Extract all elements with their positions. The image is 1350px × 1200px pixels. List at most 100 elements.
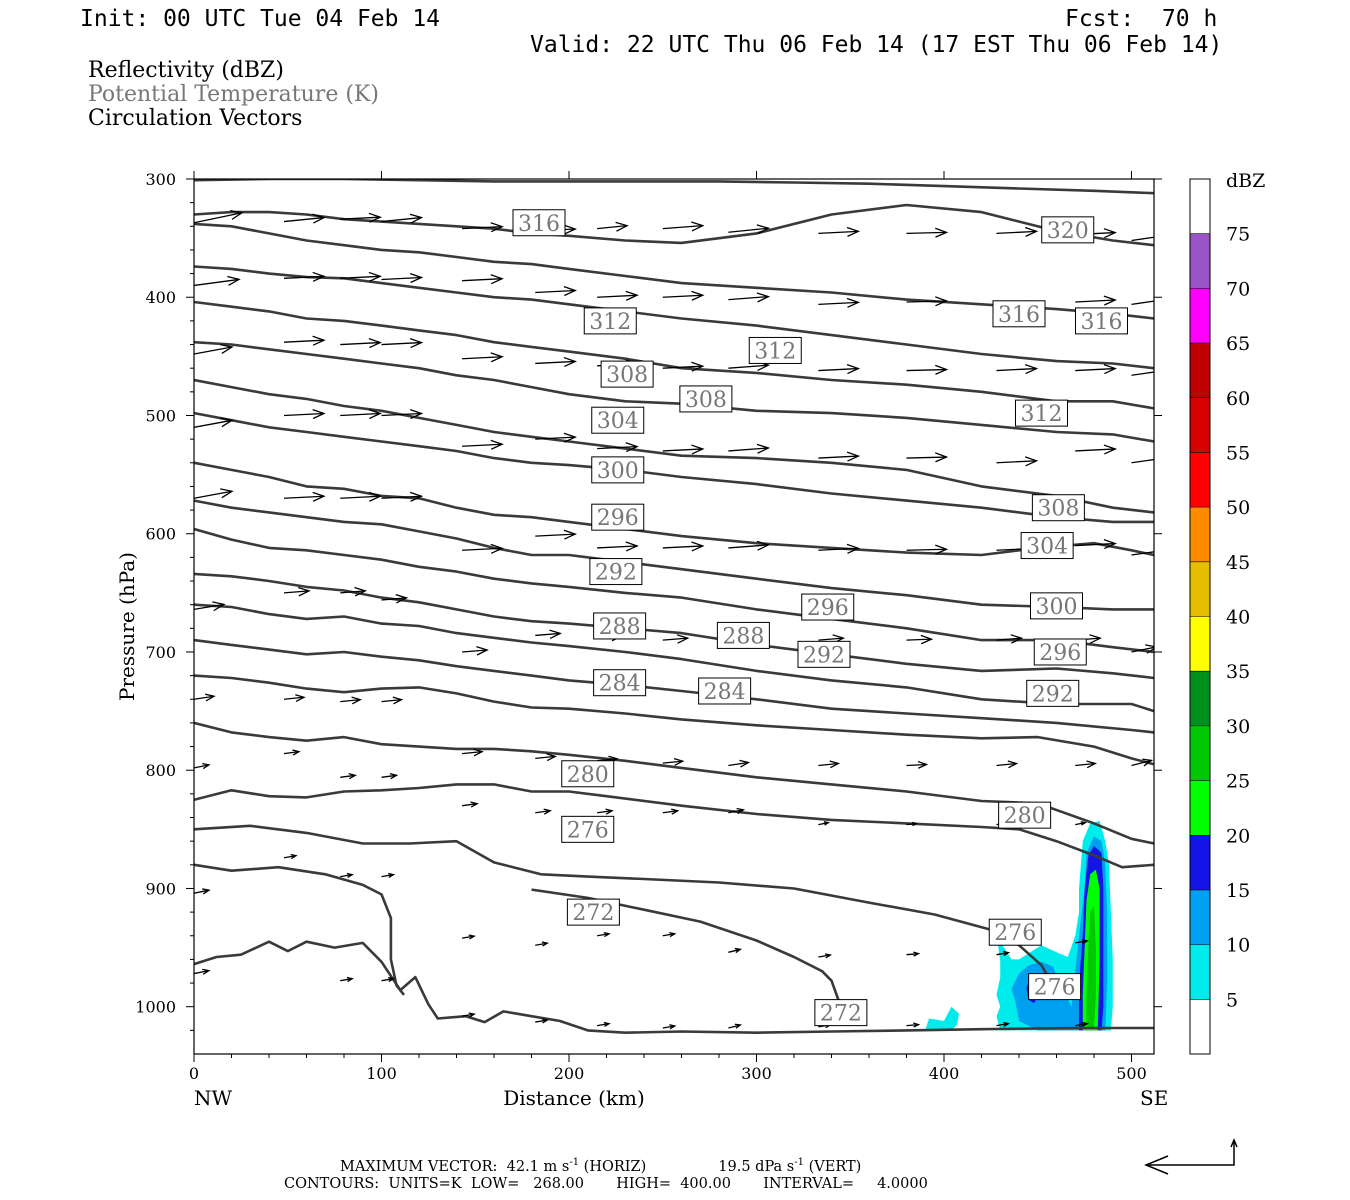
colorbar-segment-60 <box>1190 343 1210 398</box>
direction-label-nw: NW <box>194 1086 233 1110</box>
circulation-vector <box>462 1012 476 1018</box>
circulation-vector <box>535 1018 549 1024</box>
theta-contour-308 <box>194 499 1154 611</box>
circulation-vector <box>728 759 751 768</box>
colorbar-segment-15 <box>1190 835 1210 890</box>
legend-reflectivity: Reflectivity (dBZ) <box>88 58 284 83</box>
colorbar-label: 65 <box>1226 333 1250 355</box>
circulation-vector <box>283 749 301 756</box>
theta-contour-312 <box>194 461 1154 557</box>
circulation-vector <box>1131 644 1154 654</box>
colorbar-label: 20 <box>1226 825 1250 847</box>
circulation-vector <box>194 344 234 355</box>
valid-time: Valid: 22 UTC Thu 06 Feb 14 (17 EST Thu … <box>530 32 1223 58</box>
colorbar-segment-75 <box>1190 179 1210 234</box>
circulation-vector <box>728 540 771 551</box>
circulation-vector <box>340 212 383 223</box>
theta-label-308: 308 <box>600 360 654 388</box>
circulation-vector <box>535 941 549 947</box>
colorbar-label: 55 <box>1226 442 1250 464</box>
circulation-vector <box>906 760 929 769</box>
theta-label-272: 272 <box>566 898 620 926</box>
circulation-vector <box>462 543 504 554</box>
circulation-vector <box>194 488 234 499</box>
theta-label-304: 304 <box>1020 532 1074 560</box>
theta-label-text: 312 <box>1021 402 1063 427</box>
theta-label-308: 308 <box>679 385 733 413</box>
circulation-vector <box>283 335 326 346</box>
theta-label-text: 300 <box>597 459 639 484</box>
circulation-vector <box>906 821 919 827</box>
circulation-vector <box>462 274 504 285</box>
circulation-vector <box>340 491 383 502</box>
colorbar-segment-30 <box>1190 671 1210 726</box>
theta-label-text: 304 <box>1026 535 1068 560</box>
max-vector-vert: 19.5 dPa s <box>718 1158 795 1175</box>
colorbar-frame <box>1189 178 1211 1055</box>
theta-label-272: 272 <box>814 999 868 1027</box>
circulation-vector <box>662 444 705 455</box>
colorbar-segment-50 <box>1190 452 1210 508</box>
x-axis-label: Distance (km) <box>503 1086 645 1110</box>
circulation-vector <box>340 271 383 282</box>
y-tick-label: 500 <box>145 406 176 425</box>
theta-label-304: 304 <box>591 406 645 434</box>
theta-label-text: 316 <box>518 212 560 237</box>
circulation-vector <box>340 773 357 780</box>
circulation-vector <box>381 273 424 284</box>
circulation-vector <box>283 491 326 502</box>
theta-label-text: 292 <box>1032 682 1074 707</box>
circulation-vector <box>818 451 861 462</box>
theta-label-300: 300 <box>1030 592 1083 620</box>
colorbar-label: 25 <box>1226 771 1250 793</box>
circulation-vector <box>818 760 841 769</box>
circulation-vector <box>662 361 705 372</box>
circulation-vector <box>662 541 705 552</box>
theta-label-316: 316 <box>992 300 1046 328</box>
plot-frame <box>193 178 1155 1055</box>
circulation-vector <box>1131 236 1154 242</box>
theta-label-276: 276 <box>561 815 615 843</box>
circulation-vector <box>597 931 611 938</box>
circulation-vector <box>283 694 306 703</box>
reflectivity-cell-5dbz <box>925 1006 959 1031</box>
circulation-vector <box>462 801 479 808</box>
circulation-vector <box>906 634 934 645</box>
colorbar-label: 70 <box>1226 278 1250 300</box>
x-tick-label: 200 <box>554 1064 585 1083</box>
circulation-vector <box>535 629 562 640</box>
theta-label-text: 296 <box>1039 641 1081 666</box>
circulation-vector <box>597 290 639 301</box>
theta-label-text: 312 <box>589 310 631 335</box>
colorbar-label: 40 <box>1226 607 1250 629</box>
circulation-vector <box>728 947 743 954</box>
theta-label-text: 272 <box>572 901 614 926</box>
theta-label-text: 316 <box>1081 310 1123 335</box>
circulation-vector <box>283 271 326 282</box>
circulation-vector <box>462 222 504 233</box>
circulation-vector <box>996 950 1011 957</box>
circulation-vector <box>818 297 861 308</box>
circulation-vector <box>462 439 504 450</box>
circulation-vector <box>340 872 354 879</box>
colorbar-segment-40 <box>1190 561 1210 617</box>
circulation-vector <box>662 931 677 938</box>
circulation-vector <box>283 853 298 860</box>
colorbar-segment-below <box>1190 999 1210 1054</box>
theta-label-text: 296 <box>597 506 639 531</box>
circulation-vector <box>996 1021 1011 1028</box>
theta-label-300: 300 <box>591 456 645 484</box>
theta-contour-316 <box>194 411 1154 524</box>
circulation-vector <box>818 364 861 375</box>
theta-label-text: 284 <box>704 680 746 705</box>
y-tick-label: 400 <box>145 288 176 307</box>
circulation-vector <box>662 290 705 301</box>
vert-label: (VERT) <box>804 1158 862 1175</box>
circulation-vector <box>462 934 476 940</box>
x-tick-label: 100 <box>366 1064 397 1083</box>
colorbar-label: 15 <box>1226 880 1250 902</box>
colorbar-segment-5 <box>1190 944 1210 1000</box>
circulation-vector <box>996 760 1019 769</box>
theta-label-text: 292 <box>803 643 845 668</box>
colorbar-segment-10 <box>1190 889 1210 945</box>
